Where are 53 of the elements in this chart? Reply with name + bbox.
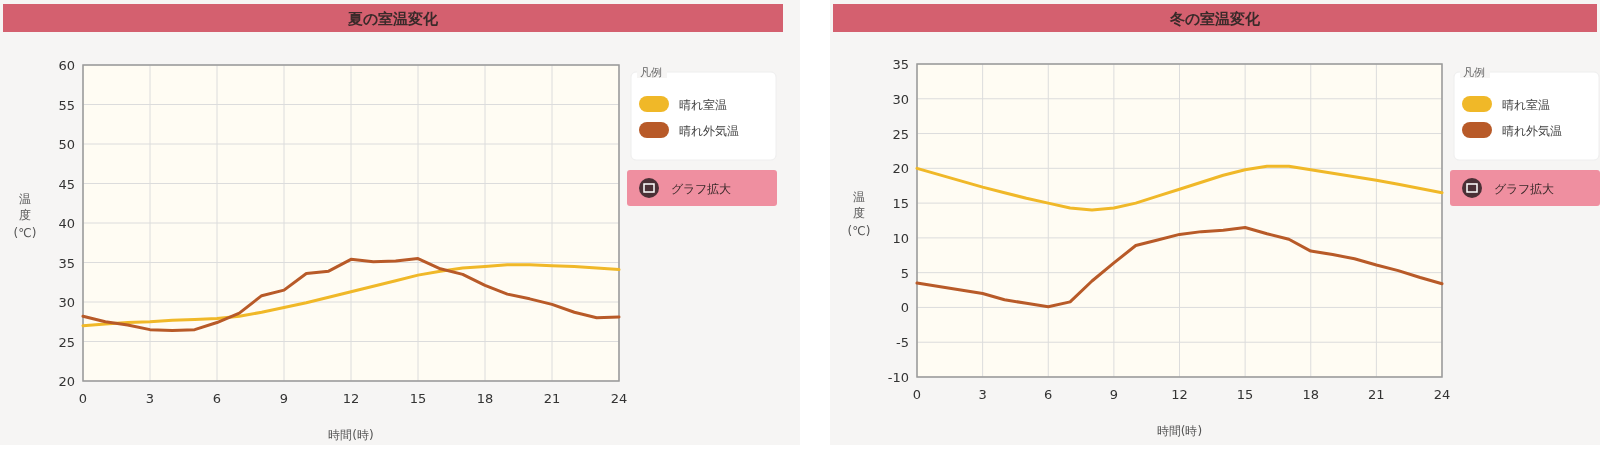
y-tick-label: 45 bbox=[58, 176, 75, 192]
x-tick-label: 12 bbox=[1171, 387, 1188, 402]
y-axis-title: 温度(℃) bbox=[847, 189, 871, 238]
x-tick-label: 18 bbox=[1302, 387, 1320, 402]
x-tick-label: 6 bbox=[212, 391, 222, 406]
x-axis-title: 時間(時) bbox=[328, 428, 374, 442]
y-tick-label: 30 bbox=[892, 91, 909, 107]
x-tick-label: 21 bbox=[1368, 387, 1385, 402]
y-tick-label: 15 bbox=[892, 196, 909, 212]
y-tick-label: 35 bbox=[58, 255, 75, 271]
x-tick-label: 0 bbox=[912, 387, 922, 402]
legend-label: 晴れ室温 bbox=[1502, 98, 1550, 112]
legend-label: 晴れ室温 bbox=[679, 98, 727, 112]
x-tick-label: 9 bbox=[279, 391, 289, 406]
legend-title: 凡例 bbox=[640, 66, 662, 79]
y-tick-label: 35 bbox=[892, 57, 909, 72]
x-tick-label: 12 bbox=[342, 391, 360, 406]
x-tick-label: 21 bbox=[543, 391, 561, 406]
y-tick-label: 40 bbox=[58, 216, 75, 231]
x-tick-label: 15 bbox=[1236, 387, 1254, 402]
legend-title: 凡例 bbox=[1463, 66, 1485, 79]
y-tick-label: -5 bbox=[896, 335, 909, 351]
y-tick-label: 0 bbox=[900, 300, 909, 316]
y-tick-label: 25 bbox=[892, 126, 909, 142]
y-tick-label: 55 bbox=[58, 97, 75, 113]
text: グラフ拡大 bbox=[671, 182, 731, 196]
chart-title: 冬の室温変化 bbox=[1169, 10, 1261, 28]
x-tick-label: 3 bbox=[145, 391, 155, 406]
legend-label: 晴れ外気温 bbox=[1502, 124, 1562, 138]
x-tick-label: 24 bbox=[610, 391, 628, 406]
y-tick-label: 25 bbox=[58, 334, 75, 350]
x-tick-label: 24 bbox=[1433, 387, 1451, 402]
y-tick-label: 20 bbox=[58, 374, 75, 389]
y-tick-label: 60 bbox=[58, 58, 75, 73]
y-tick-label: -10 bbox=[887, 370, 909, 385]
x-tick-label: 6 bbox=[1044, 387, 1053, 402]
line-series bbox=[915, 164, 1444, 212]
y-tick-label: 20 bbox=[892, 161, 909, 177]
y-tick-label: 5 bbox=[900, 265, 909, 281]
legend-label: 晴れ外気温 bbox=[679, 124, 739, 138]
x-tick-label: 3 bbox=[978, 387, 987, 402]
text: グラフ拡大 bbox=[1494, 182, 1554, 196]
chart-title: 夏の室温変化 bbox=[347, 10, 439, 28]
x-tick-label: 18 bbox=[476, 391, 494, 406]
line-series bbox=[915, 225, 1444, 309]
y-axis-title: 温度(℃) bbox=[13, 192, 37, 240]
y-tick-label: 10 bbox=[892, 230, 909, 246]
x-tick-label: 9 bbox=[1109, 387, 1119, 402]
x-tick-label: 0 bbox=[78, 391, 88, 406]
y-tick-label: 30 bbox=[58, 295, 75, 310]
x-axis-title: 時間(時) bbox=[1156, 424, 1203, 438]
x-tick-label: 15 bbox=[409, 391, 427, 406]
y-tick-label: 50 bbox=[58, 137, 75, 152]
